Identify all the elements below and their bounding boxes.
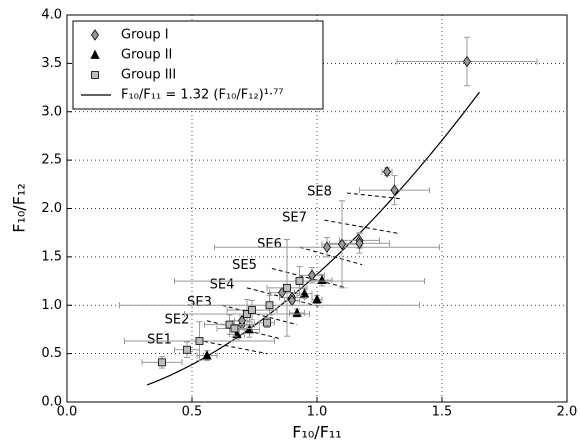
legend-label: Group III <box>121 68 176 83</box>
section-label: SE6 <box>257 237 282 252</box>
marker <box>183 345 191 354</box>
x-tick-label: 2.0 <box>557 405 578 420</box>
legend-box <box>72 20 324 110</box>
y-tick-label: 2.5 <box>41 153 62 168</box>
marker <box>195 337 204 345</box>
x-tick-label: 0.5 <box>182 405 203 420</box>
y-tick-label: 0.5 <box>41 346 62 361</box>
y-axis-label: F₁₀/F₁₂ <box>10 183 29 232</box>
marker <box>295 277 304 285</box>
marker <box>91 71 99 79</box>
marker <box>312 294 322 304</box>
section-label: SE1 <box>147 333 172 348</box>
section-line <box>299 246 363 266</box>
section-label: SE4 <box>210 277 235 292</box>
section-line <box>346 192 403 200</box>
marker <box>263 318 271 327</box>
plot-frame <box>66 14 568 403</box>
section-label: SE2 <box>165 312 190 327</box>
legend-label: F₁₀/F₁₁ = 1.32 (F₁₀/F₁₂)¹·⁷⁷ <box>121 88 284 103</box>
marker <box>238 315 246 327</box>
marker <box>202 350 212 360</box>
marker <box>283 283 291 292</box>
section-line <box>271 268 348 289</box>
y-tick-label: 4.0 <box>41 8 62 23</box>
section-label: SE5 <box>232 258 257 273</box>
marker <box>158 358 166 367</box>
x-tick-label: 1.0 <box>307 405 328 420</box>
marker <box>383 166 391 178</box>
legend: Group I Group II Group III F₁₀/F₁₁ = 1.32 (… <box>72 20 324 110</box>
marker <box>90 49 100 59</box>
marker <box>292 307 302 317</box>
y-tick-label: 2.0 <box>41 201 62 216</box>
marker <box>317 274 327 284</box>
x-axis-label: F₁₀/F₁₁ <box>292 423 341 442</box>
section-label: SE8 <box>307 185 332 200</box>
y-tick-label: 1.5 <box>41 249 62 264</box>
section-label: SE3 <box>187 295 212 310</box>
x-tick-label: 1.5 <box>432 405 453 420</box>
marker <box>463 55 471 68</box>
legend-label: Group I <box>121 28 169 43</box>
marker <box>390 184 399 196</box>
section-line <box>324 219 400 235</box>
section-line <box>196 339 268 355</box>
legend-label: Group II <box>121 48 172 63</box>
marker <box>248 306 256 314</box>
marker <box>355 237 364 250</box>
y-tick-label: 0.0 <box>41 395 62 410</box>
marker <box>323 241 331 253</box>
marker <box>91 29 99 41</box>
marker <box>338 238 346 250</box>
marker <box>230 324 239 333</box>
section-line <box>221 304 298 326</box>
section-label: SE7 <box>282 211 307 226</box>
marker <box>265 301 274 310</box>
y-tick-label: 1.0 <box>41 298 62 313</box>
y-tick-label: 3.0 <box>41 104 62 119</box>
y-tick-label: 3.5 <box>41 56 62 71</box>
x-tick-label: 0.0 <box>57 405 78 420</box>
